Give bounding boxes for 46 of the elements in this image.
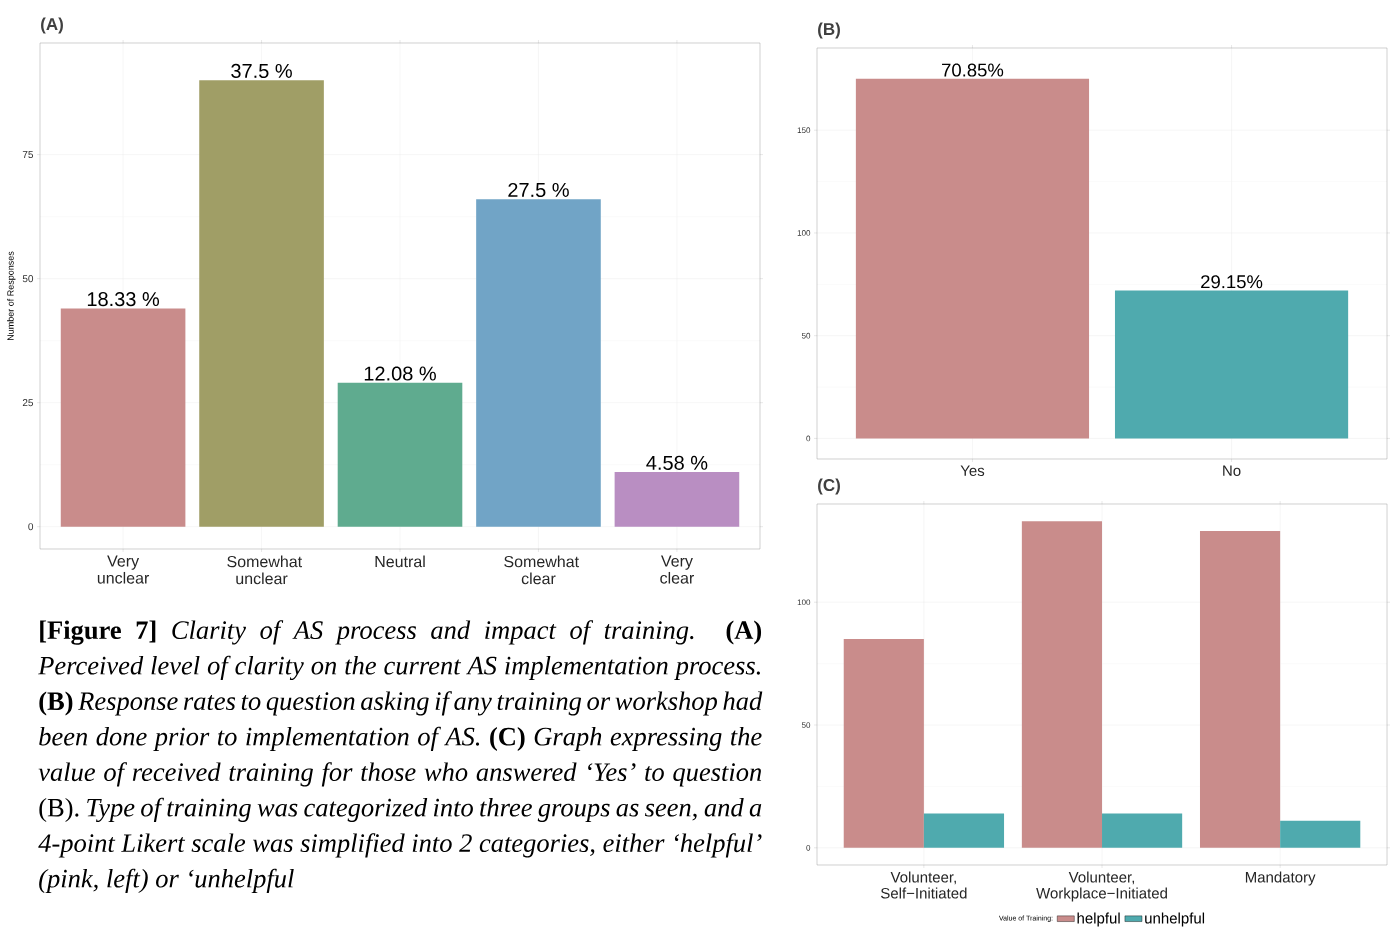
annotation: 27.5 % xyxy=(508,182,569,198)
x-tick-label: Volunteer, Self−Initiated xyxy=(880,871,967,899)
bar xyxy=(1199,531,1281,848)
bar xyxy=(843,639,924,848)
x-tick-label: No xyxy=(1223,465,1241,476)
y-tick-label: 25 xyxy=(22,399,34,407)
legend-label: unhelpful xyxy=(1145,912,1205,927)
x-tick-label: Neutral xyxy=(375,555,425,568)
annotation: 12.08 % xyxy=(364,366,436,381)
y-tick-label: 50 xyxy=(22,275,34,283)
x-tick-label: Very clear xyxy=(660,555,694,584)
legend-label: helpful xyxy=(1077,912,1120,927)
y-tick-label: 0 xyxy=(806,844,811,851)
y-tick-label: 100 xyxy=(797,230,811,236)
bar xyxy=(1102,813,1183,848)
x-tick-label: Somewhat unclear xyxy=(227,555,303,585)
bar xyxy=(923,813,1005,848)
annotation: 18.33 % xyxy=(87,292,160,307)
chart-title: (A) xyxy=(41,17,63,34)
bar xyxy=(337,382,463,527)
annotation: 4.58 % xyxy=(646,455,708,470)
chart-title: (C) xyxy=(818,478,840,495)
y-tick-label: 75 xyxy=(22,151,34,159)
annotation: 29.15% xyxy=(1201,275,1263,289)
y-axis-title: Number of Responses xyxy=(7,251,16,341)
x-tick-label: Somewhat clear xyxy=(504,555,579,585)
bar xyxy=(1280,820,1361,848)
y-tick-label: 50 xyxy=(801,332,811,339)
y-tick-label: 150 xyxy=(797,127,811,134)
bar xyxy=(614,472,740,527)
x-tick-label: Very unclear xyxy=(97,555,150,584)
y-tick-label: 0 xyxy=(806,435,811,442)
y-tick-label: 100 xyxy=(797,599,811,606)
y-tick-label: 0 xyxy=(28,523,34,531)
bar xyxy=(476,199,601,527)
annotation: 37.5 % xyxy=(231,63,292,78)
bar xyxy=(60,308,186,527)
chart-title: (B) xyxy=(818,22,840,39)
annotation: 70.85% xyxy=(942,63,1004,77)
x-tick-label: Mandatory xyxy=(1245,871,1316,886)
bar xyxy=(1021,521,1103,848)
text: [Figure 7] Clarity of AS process and impact of training. (A) Perceived level of clarity on the current AS implementation process. (B) Response rates to question asking if any training or workshop had been done prior to implementation of AS. (C) Graph expressing the value of received training for those who answered ‘Yes’ to question (B). Type of training was categorized into three groups as seen, and a 4-point Likert scale was simplified into 2 categories, either ‘helpful’ (pink, left) or ‘unhelpful xyxy=(38,620,763,893)
x-tick-label: Yes xyxy=(960,465,985,476)
bar xyxy=(199,80,324,527)
x-tick-label: Volunteer, Workplace−Initiated xyxy=(1036,871,1167,902)
y-tick-label: 50 xyxy=(801,722,811,728)
